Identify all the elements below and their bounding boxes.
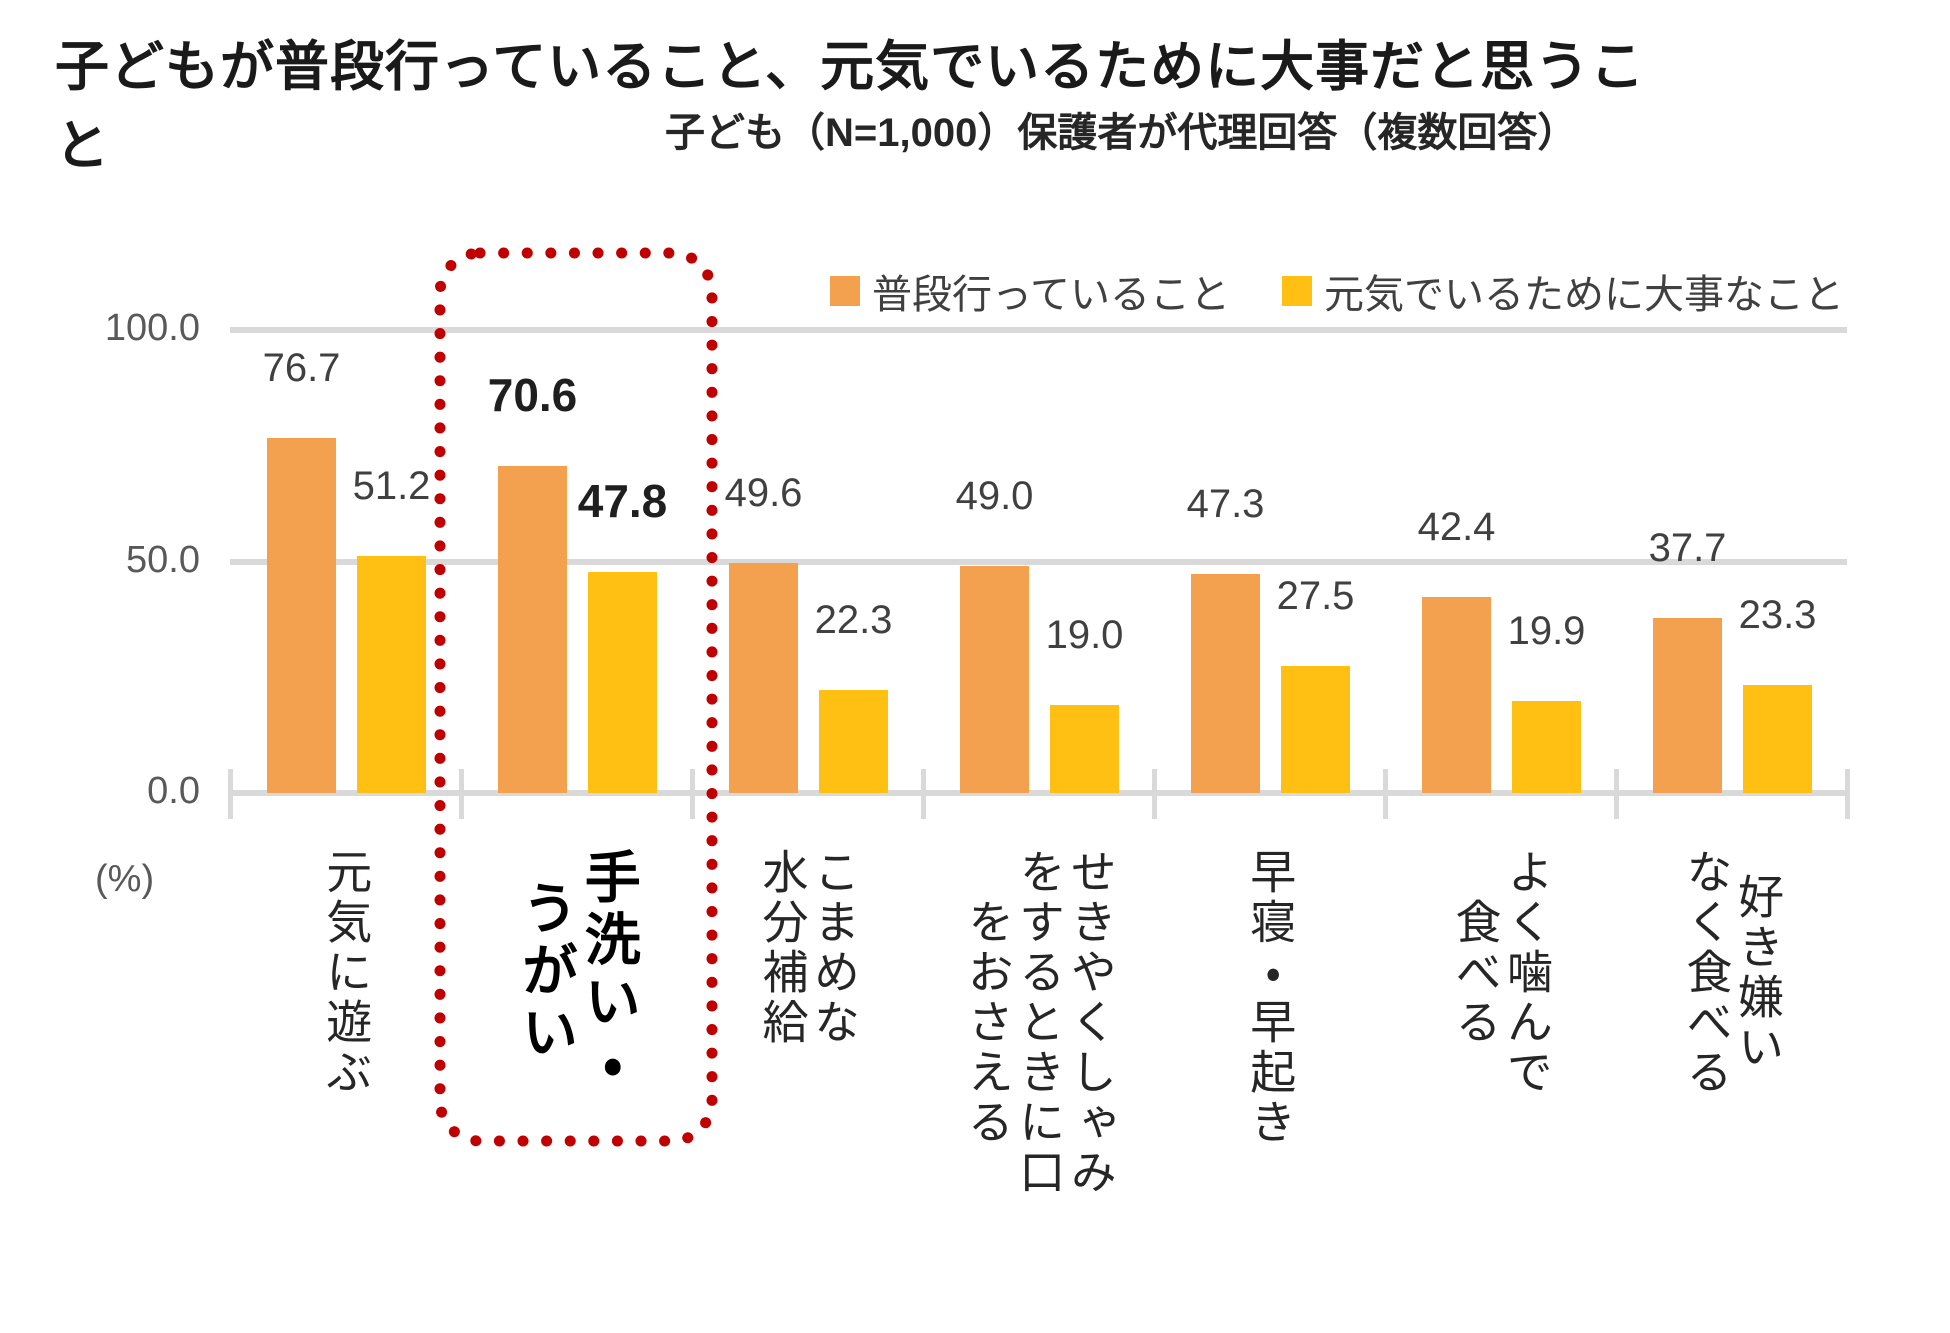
bar-important-1	[588, 571, 657, 793]
value-label: 19.9	[1507, 608, 1586, 653]
category-label-text: せきやくしゃみ をするときに口 をおさえる	[961, 848, 1117, 1198]
bar-usually-4	[1191, 574, 1260, 793]
gridline-0	[230, 790, 1847, 796]
y-axis-tick-label: 0.0	[147, 770, 200, 812]
category-label-text: 好き嫌い なく食べる	[1680, 848, 1785, 1098]
bar-important-2	[819, 689, 888, 793]
bar-important-4	[1281, 665, 1350, 793]
legend-swatch-yellow	[1282, 276, 1312, 306]
x-axis-tickmark	[921, 769, 926, 819]
category-label-text: 元気に遊ぶ	[320, 848, 373, 1098]
bar-usually-1	[498, 466, 567, 793]
gridline-50	[230, 558, 1847, 565]
legend-item-important: 元気でいるために大事なこと	[1282, 262, 1844, 320]
value-label: 37.7	[1648, 526, 1727, 571]
gridline-100	[230, 327, 1847, 333]
category-label: 好き嫌い なく食べる	[1616, 848, 1847, 1103]
category-label: せきやくしゃみ をするときに口 をおさえる	[923, 848, 1154, 1203]
page-title: 子どもが普段行っていること、元気でいるために大事だと思うこと	[55, 37, 1646, 176]
value-label: 27.5	[1276, 573, 1355, 618]
category-label-text: 早寝・早起き	[1244, 848, 1297, 1148]
category-label: よく噛んで 食べる	[1385, 848, 1616, 1103]
value-label: 70.6	[487, 369, 578, 422]
value-label: 42.4	[1417, 504, 1496, 549]
x-axis-tickmark	[1614, 769, 1619, 819]
value-label: 49.6	[724, 471, 803, 516]
x-axis-tickmark	[228, 769, 233, 819]
category-label-text: こまめな 水分補給	[756, 848, 861, 1048]
bar-important-5	[1512, 700, 1581, 793]
bar-usually-2	[729, 563, 798, 793]
legend-label: 普段行っていること	[872, 273, 1230, 317]
bar-usually-6	[1653, 618, 1722, 793]
bar-important-3	[1050, 705, 1119, 793]
x-axis-tickmark	[1383, 769, 1388, 819]
x-axis-tickmark	[1152, 769, 1157, 819]
category-label-text: よく噛んで 食べる	[1449, 848, 1554, 1098]
category-label: 元気に遊ぶ	[230, 848, 461, 1103]
value-label: 23.3	[1738, 593, 1817, 638]
category-label: 手洗い・ うがい	[461, 848, 692, 1101]
chart-subtitle: 子ども（N=1,000）保護者が代理回答（複数回答）	[665, 111, 1578, 155]
bar-usually-0	[267, 437, 336, 793]
axis-unit-label: (%)	[95, 858, 155, 900]
x-axis-tickmark	[459, 769, 464, 819]
legend-swatch-orange	[830, 276, 860, 306]
bar-important-6	[1743, 685, 1812, 793]
category-label-text: 手洗い・ うがい	[514, 848, 641, 1096]
x-axis-tickmark	[690, 769, 695, 819]
value-label: 47.8	[577, 474, 668, 527]
value-label: 22.3	[814, 597, 893, 642]
category-label: こまめな 水分補給	[692, 848, 923, 1053]
value-label: 47.3	[1186, 482, 1265, 526]
bar-usually-5	[1422, 596, 1491, 793]
y-axis-tick-label: 100.0	[104, 307, 200, 349]
bar-usually-3	[960, 566, 1029, 793]
value-label: 49.0	[955, 474, 1034, 519]
x-axis-tickmark	[1845, 769, 1850, 819]
value-label: 51.2	[352, 463, 431, 508]
category-label: 早寝・早起き	[1154, 848, 1385, 1153]
value-label: 76.7	[262, 345, 341, 390]
y-axis-tick-label: 50.0	[126, 538, 200, 581]
bar-important-0	[357, 555, 426, 793]
legend-label: 元気でいるために大事なこと	[1324, 273, 1844, 317]
legend-item-usually: 普段行っていること	[830, 262, 1230, 320]
value-label: 19.0	[1045, 613, 1124, 658]
